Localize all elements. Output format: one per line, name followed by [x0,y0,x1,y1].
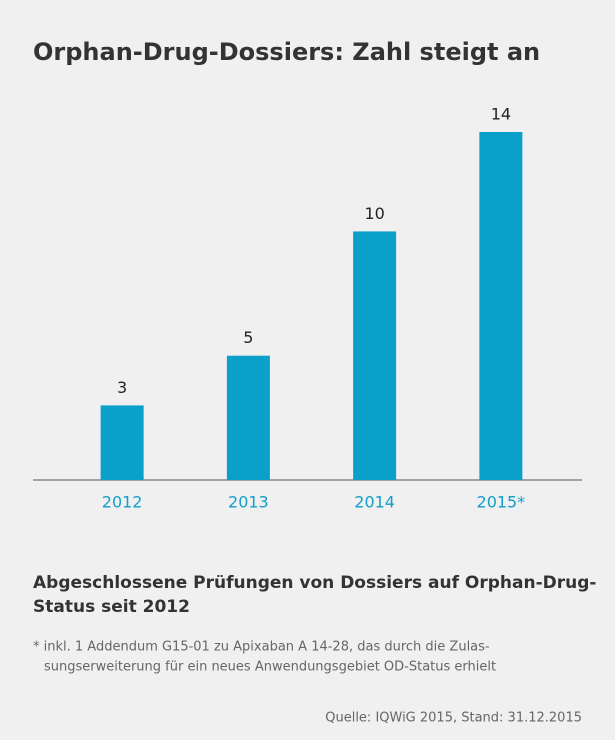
bar [226,355,270,480]
subtitle-line: Abgeschlossene Prüfungen von Dossiers au… [33,573,596,593]
bar [353,231,397,480]
footnote-line: sungserweiterung für ein neues Anwendung… [44,660,496,675]
value-label: 10 [364,204,384,223]
value-label: 14 [491,105,511,124]
source: Quelle: IQWiG 2015, Stand: 31.12.2015 [325,711,582,726]
x-tick-label: 2012 [102,493,143,512]
subtitle-line: Status seit 2012 [33,597,190,617]
footnote-line: * inkl. 1 Addendum G15-01 zu Apixaban A … [33,640,490,655]
x-tick-label: 2015* [477,493,526,512]
bar [479,132,523,480]
value-label: 3 [117,378,127,397]
x-tick-label: 2013 [228,493,269,512]
bar [100,405,144,480]
x-tick-label: 2014 [354,493,395,512]
chart-title: Orphan-Drug-Dossiers: Zahl steigt an [33,38,540,66]
value-label: 5 [243,328,253,347]
